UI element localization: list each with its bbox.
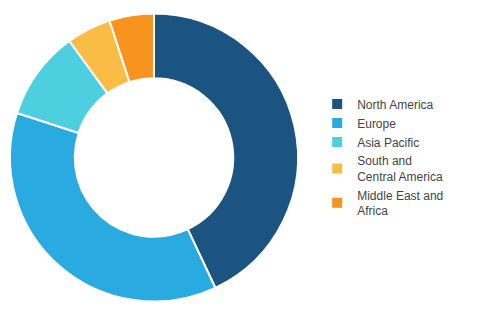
svg-text:Middle East andAfrica: Middle East andAfrica (357, 189, 443, 219)
svg-text:South andCentral America: South andCentral America (357, 154, 443, 184)
svg-text:North America: North America (357, 98, 433, 112)
svg-text:Asia Pacific: Asia Pacific (357, 136, 419, 150)
svg-text:Europe: Europe (357, 117, 396, 131)
